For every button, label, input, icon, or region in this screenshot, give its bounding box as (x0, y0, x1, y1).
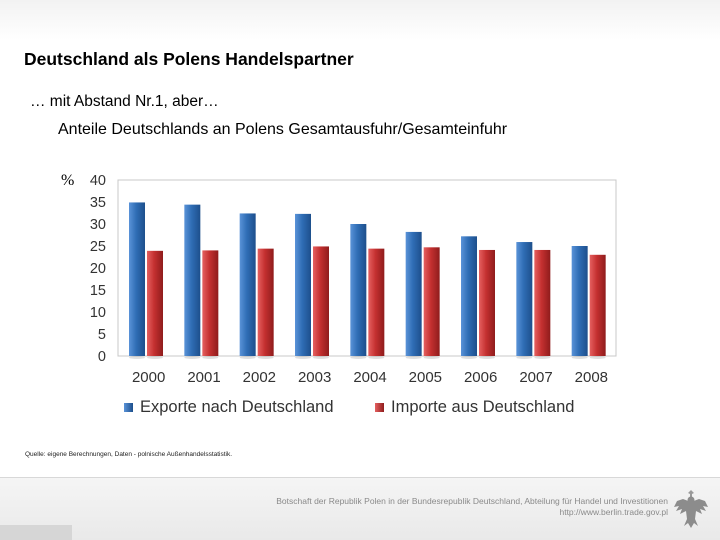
y-tick-label: 15 (90, 283, 106, 299)
legend-swatch-exporte (124, 403, 133, 412)
bar-importe (589, 254, 606, 356)
bar-shadow (239, 356, 256, 359)
bar-importe (423, 247, 440, 356)
bar-shadow (257, 356, 274, 359)
footer-band (0, 478, 720, 540)
bar-exporte (129, 202, 145, 356)
x-tick-label: 2002 (243, 369, 276, 386)
bar-importe (202, 250, 219, 356)
bar-shadow (147, 356, 163, 359)
x-tick-label: 2000 (132, 369, 165, 386)
slide-title: Deutschland als Polens Handelspartner (24, 49, 354, 69)
bar-shadow (405, 356, 422, 359)
bar-exporte (239, 213, 256, 356)
y-tick-label: 35 (90, 195, 106, 211)
bar-shadow (479, 356, 495, 359)
bar-exporte (461, 236, 477, 356)
y-axis-unit: % (61, 172, 75, 189)
bar-exporte (184, 204, 201, 356)
header-band (0, 0, 720, 40)
x-tick-label: 2007 (519, 369, 552, 386)
eagle-emblem-icon (674, 490, 708, 528)
bar-shadow (571, 356, 588, 359)
bar-chart: 0 5 10 15 20 25 30 35 40 2000 2001 2002 2003 2004 200… (90, 173, 617, 386)
x-tick-label: 2006 (464, 369, 497, 386)
bar-importe (147, 250, 163, 356)
bar-shadow (202, 356, 219, 359)
chart-title: Anteile Deutschlands an Polens Gesamtaus… (58, 121, 508, 138)
bar-shadow (350, 356, 367, 359)
bar-importe (368, 248, 385, 356)
bar-exporte (350, 224, 367, 356)
bar-shadow (423, 356, 440, 359)
bar-exporte (405, 231, 422, 356)
legend-label-importe: Importe aus Deutschland (391, 398, 575, 416)
footer-divider (0, 477, 720, 478)
x-tick-label: 2003 (298, 369, 331, 386)
bar-shadow (184, 356, 201, 359)
y-tick-label: 40 (90, 173, 106, 189)
footer-embassy: Botschaft der Republik Polen in der Bund… (276, 496, 668, 506)
y-tick-label: 0 (98, 349, 106, 365)
bar-shadow (313, 356, 329, 359)
bar-importe (313, 246, 329, 356)
bar-shadow (589, 356, 606, 359)
x-tick-label: 2004 (353, 369, 386, 386)
bar-importe (257, 248, 274, 356)
bar-shadow (534, 356, 551, 359)
y-tick-label: 10 (90, 305, 106, 321)
slide-subtitle: … mit Abstand Nr.1, aber… (30, 93, 219, 110)
bar-exporte (516, 242, 533, 356)
bar-exporte (571, 246, 588, 356)
legend-label-exporte: Exporte nach Deutschland (140, 398, 334, 416)
footer-url[interactable]: http://www.berlin.trade.gov.pl (559, 507, 668, 517)
bar-shadow (129, 356, 145, 359)
bar-importe (479, 249, 495, 356)
y-tick-label: 25 (90, 239, 106, 255)
source-note: Quelle: eigene Berechnungen, Daten - pol… (25, 451, 233, 458)
x-tick-label: 2008 (575, 369, 608, 386)
x-tick-label: 2005 (409, 369, 442, 386)
legend-swatch-importe (375, 403, 384, 412)
y-tick-label: 5 (98, 327, 106, 343)
y-tick-label: 30 (90, 217, 106, 233)
bar-shadow (461, 356, 477, 359)
bar-importe (534, 249, 551, 356)
footer-text: Botschaft der Republik Polen in der Bund… (276, 496, 668, 518)
bar-shadow (295, 356, 311, 359)
legend-exporte: Exporte nach Deutschland (124, 398, 334, 417)
bar-shadow (368, 356, 385, 359)
bar-shadow (516, 356, 533, 359)
plot-area (117, 179, 617, 357)
legend-importe: Importe aus Deutschland (375, 398, 574, 417)
x-tick-label: 2001 (187, 369, 220, 386)
bar-exporte (295, 213, 311, 356)
footer-bar (0, 525, 72, 540)
y-tick-label: 20 (90, 261, 106, 277)
